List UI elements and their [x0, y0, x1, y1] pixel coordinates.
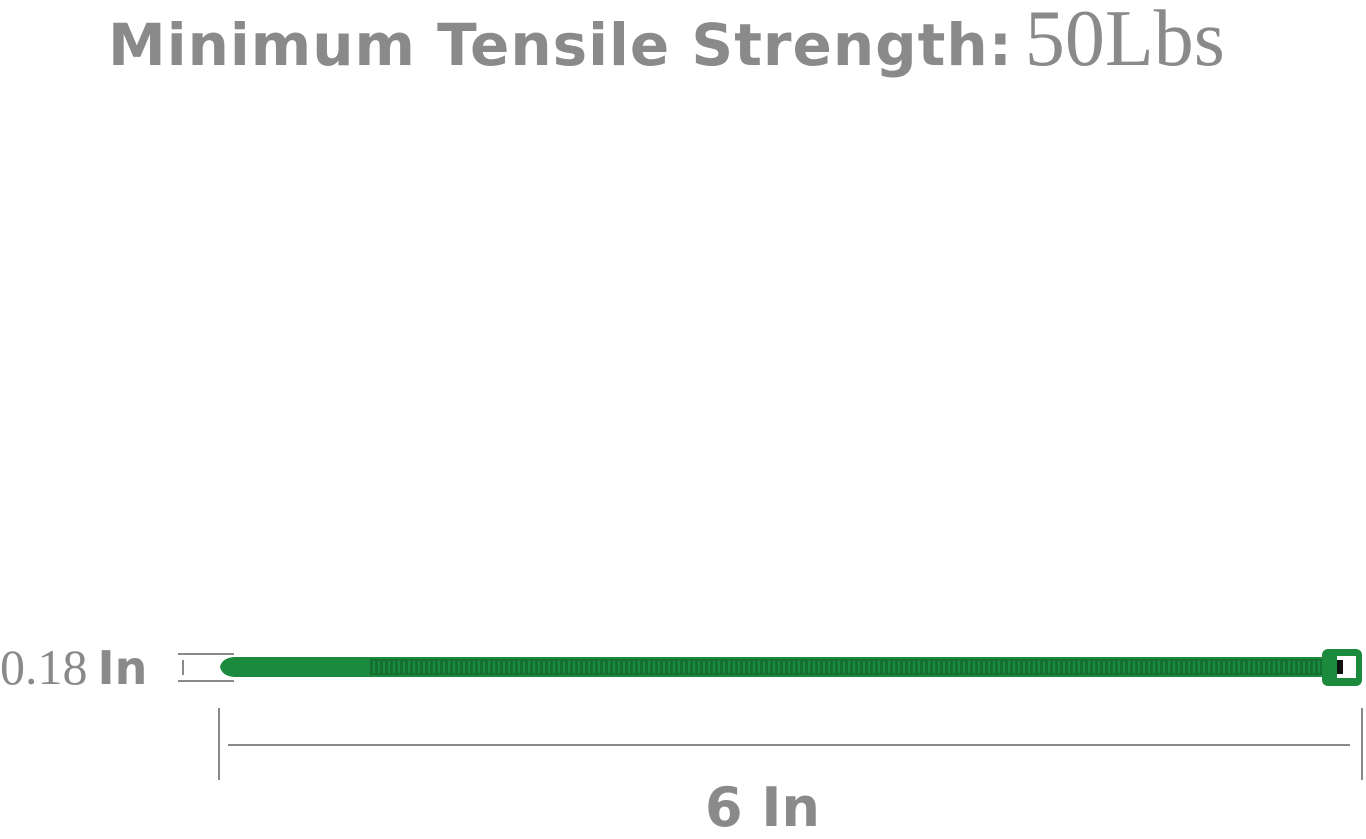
length-label: 6 In: [705, 776, 820, 839]
length-dimension-marker: [218, 708, 1363, 780]
cable-tie: [220, 649, 1362, 686]
width-dimension-marker: [178, 653, 234, 682]
width-unit: In: [97, 641, 148, 695]
cable-tie-ribs: [373, 661, 1320, 673]
width-label: 0.18 In: [0, 638, 147, 696]
title-value: 50Lbs: [1024, 0, 1225, 83]
width-number: 0.18: [0, 639, 88, 695]
tensile-strength-title: Minimum Tensile Strength: 50Lbs: [108, 0, 1225, 85]
title-label: Minimum Tensile Strength:: [108, 11, 1013, 79]
